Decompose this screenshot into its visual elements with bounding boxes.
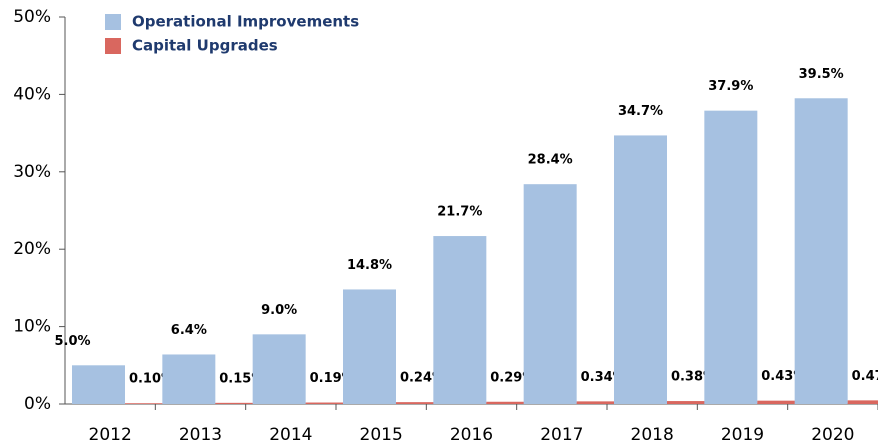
legend-label: Capital Upgrades — [132, 37, 278, 55]
value-label: 39.5% — [799, 67, 844, 82]
bar — [305, 402, 359, 404]
value-label: 37.9% — [708, 79, 753, 94]
y-tick-label: 0% — [24, 394, 51, 414]
y-tick-label: 20% — [13, 239, 51, 259]
y-tick-label: 10% — [13, 317, 51, 337]
value-label: 6.4% — [171, 323, 207, 338]
bar — [614, 135, 667, 404]
x-tick-label: 2020 — [811, 425, 854, 444]
y-tick-label: 30% — [13, 162, 51, 182]
x-tick-label: 2017 — [540, 425, 583, 444]
bar — [794, 98, 848, 405]
bar — [396, 402, 449, 404]
x-tick-label: 2012 — [89, 425, 132, 444]
value-label: 0.47% — [852, 369, 878, 384]
bar — [433, 236, 487, 404]
value-label: 9.0% — [261, 303, 297, 318]
x-tick-label: 2018 — [631, 425, 674, 444]
x-tick-label: 2014 — [269, 425, 312, 444]
bar — [523, 184, 577, 404]
bar — [72, 365, 125, 404]
x-tick-label: 2016 — [450, 425, 493, 444]
value-label: 21.7% — [437, 205, 482, 220]
legend-label: Operational Improvements — [132, 13, 359, 31]
x-tick-label: 2013 — [179, 425, 222, 444]
bar — [704, 110, 758, 405]
bar — [757, 400, 811, 404]
bar — [576, 401, 630, 404]
legend-swatch — [105, 14, 121, 30]
bar — [162, 354, 216, 404]
x-tick-label: 2015 — [360, 425, 403, 444]
bar — [125, 403, 178, 404]
bar — [343, 289, 396, 404]
bar — [252, 334, 306, 404]
x-tick-label: 2019 — [721, 425, 764, 444]
bar — [215, 402, 269, 404]
bar — [667, 401, 720, 404]
bar — [847, 400, 878, 404]
legend-swatch — [105, 38, 121, 54]
value-label: 28.4% — [528, 153, 573, 168]
value-label: 34.7% — [618, 104, 663, 119]
value-label: 5.0% — [54, 334, 90, 349]
bar — [486, 401, 540, 404]
y-tick-label: 40% — [13, 84, 51, 104]
y-tick-label: 50% — [13, 7, 51, 27]
value-label: 14.8% — [347, 258, 392, 273]
